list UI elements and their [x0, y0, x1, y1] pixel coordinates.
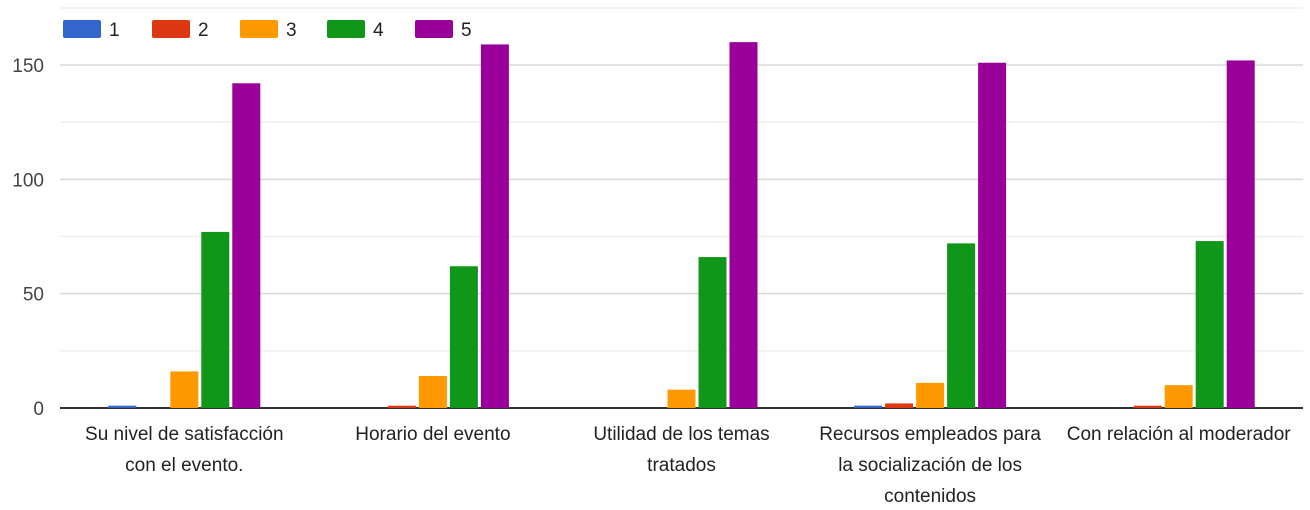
legend-label: 1 — [109, 20, 120, 41]
legend-label: 3 — [286, 20, 297, 41]
legend-label: 4 — [373, 20, 384, 41]
bar-series-2 — [885, 403, 914, 408]
bar-series-5 — [1226, 60, 1255, 408]
x-category-label: Horario del evento — [355, 424, 510, 445]
bar-series-1 — [854, 405, 883, 408]
legend-item-2: 2 — [152, 20, 209, 41]
bar-series-4 — [698, 257, 727, 408]
bar-series-2 — [1133, 405, 1162, 408]
bar-series-5 — [978, 62, 1007, 409]
legend-label: 5 — [461, 20, 472, 41]
legend: 1 2 3 4 5 — [63, 20, 472, 41]
bar-series-4 — [1195, 241, 1224, 408]
x-category-label: Recursos empleados para la socialización … — [819, 424, 1041, 507]
gridlines — [60, 7, 1303, 352]
legend-item-5: 5 — [415, 20, 472, 41]
legend-swatch — [415, 20, 453, 38]
legend-swatch — [240, 20, 278, 38]
bar-series-1 — [108, 405, 137, 408]
bar-series-5 — [729, 42, 758, 409]
y-tick-label: 150 — [12, 56, 44, 77]
bar-series-4 — [449, 266, 478, 408]
bar-series-5 — [480, 44, 509, 409]
legend-item-4: 4 — [327, 20, 384, 41]
x-category-label: Con relación al moderador — [1067, 424, 1292, 445]
y-tick-label: 100 — [12, 170, 44, 191]
legend-item-1: 1 — [63, 20, 120, 41]
legend-swatch — [63, 20, 101, 38]
bar-series-4 — [947, 243, 976, 408]
bar-series-5 — [232, 83, 261, 408]
bar-series-3 — [170, 371, 199, 408]
bar-series-3 — [916, 382, 945, 408]
bar-series-4 — [201, 231, 230, 408]
legend-item-3: 3 — [240, 20, 297, 41]
y-tick-label: 50 — [23, 285, 44, 306]
bars — [108, 42, 1255, 409]
legend-swatch — [327, 20, 365, 38]
x-category-label: Su nivel de satisfacción con el evento. — [85, 424, 284, 476]
bar-series-3 — [1164, 385, 1193, 408]
legend-label: 2 — [198, 20, 209, 41]
y-tick-label: 0 — [33, 399, 44, 420]
bar-series-3 — [667, 389, 696, 408]
bar-series-2 — [387, 405, 416, 408]
x-category-label: Utilidad de los temas tratados — [593, 424, 769, 476]
legend-swatch — [152, 20, 190, 38]
bar-series-3 — [418, 375, 447, 408]
x-axis: Su nivel de satisfacción con el evento. Ho… — [85, 424, 1291, 507]
